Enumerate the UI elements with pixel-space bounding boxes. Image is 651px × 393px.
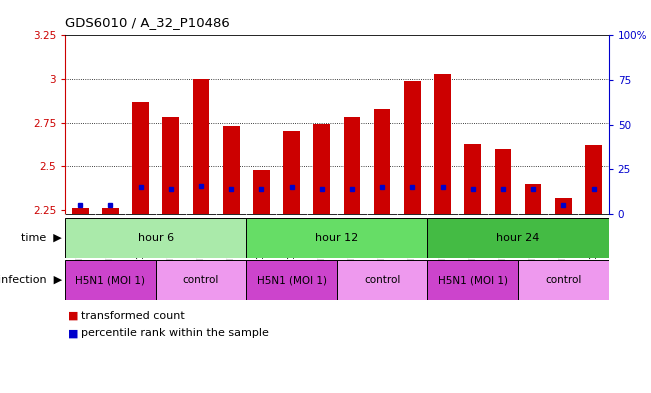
Bar bbox=[65, 218, 246, 258]
Bar bbox=[283, 131, 300, 214]
Text: control: control bbox=[545, 275, 581, 285]
Bar bbox=[344, 118, 360, 214]
Bar bbox=[585, 145, 602, 214]
Bar bbox=[525, 184, 542, 214]
Bar bbox=[428, 218, 609, 258]
Bar bbox=[555, 198, 572, 214]
Text: hour 6: hour 6 bbox=[137, 233, 174, 243]
Bar bbox=[314, 124, 330, 214]
Text: H5N1 (MOI 1): H5N1 (MOI 1) bbox=[437, 275, 508, 285]
Text: ■: ■ bbox=[68, 311, 79, 321]
Bar bbox=[253, 170, 270, 214]
Text: H5N1 (MOI 1): H5N1 (MOI 1) bbox=[76, 275, 145, 285]
Bar bbox=[246, 260, 337, 300]
Text: transformed count: transformed count bbox=[81, 311, 185, 321]
Bar bbox=[223, 126, 240, 214]
Bar bbox=[193, 79, 210, 214]
Text: percentile rank within the sample: percentile rank within the sample bbox=[81, 329, 270, 338]
Bar bbox=[464, 143, 481, 214]
Text: GDS6010 / A_32_P10486: GDS6010 / A_32_P10486 bbox=[65, 17, 230, 29]
Bar bbox=[132, 102, 149, 214]
Text: H5N1 (MOI 1): H5N1 (MOI 1) bbox=[256, 275, 327, 285]
Bar bbox=[374, 108, 391, 214]
Bar bbox=[428, 260, 518, 300]
Bar bbox=[163, 118, 179, 214]
Bar bbox=[65, 260, 156, 300]
Bar bbox=[434, 74, 451, 214]
Text: control: control bbox=[364, 275, 400, 285]
Text: hour 24: hour 24 bbox=[497, 233, 540, 243]
Bar bbox=[102, 208, 118, 214]
Bar bbox=[72, 208, 89, 214]
Text: control: control bbox=[183, 275, 219, 285]
Text: ■: ■ bbox=[68, 329, 79, 338]
Bar bbox=[518, 260, 609, 300]
Bar bbox=[246, 218, 428, 258]
Text: time  ▶: time ▶ bbox=[21, 233, 62, 243]
Text: hour 12: hour 12 bbox=[315, 233, 359, 243]
Bar bbox=[156, 260, 246, 300]
Bar bbox=[404, 81, 421, 214]
Bar bbox=[495, 149, 511, 214]
Bar bbox=[337, 260, 428, 300]
Text: infection  ▶: infection ▶ bbox=[0, 275, 62, 285]
